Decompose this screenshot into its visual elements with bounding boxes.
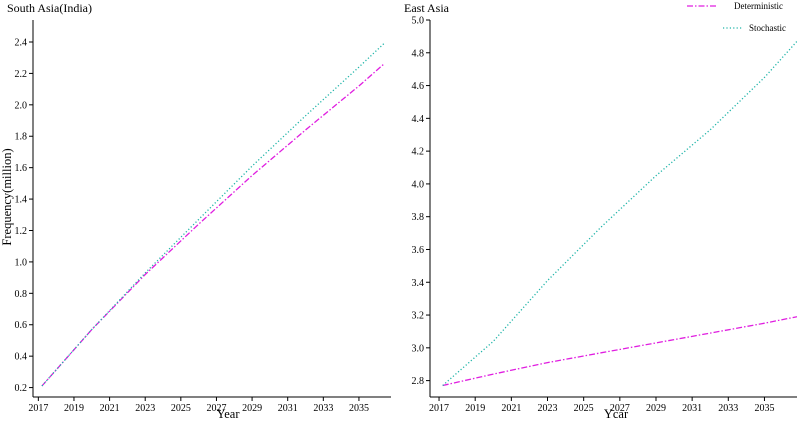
y-tick-label: 4.2 xyxy=(412,147,425,158)
y-tick-label: 4.8 xyxy=(412,48,425,59)
y-tick-label: 1.6 xyxy=(15,163,28,174)
y-tick-label: 3.4 xyxy=(412,278,425,289)
y-tick-label: 0.2 xyxy=(15,383,28,394)
y-tick-label: 3.0 xyxy=(412,343,425,354)
y-tick-label: 2.0 xyxy=(15,100,28,111)
axes xyxy=(429,20,797,398)
series-line-deterministic xyxy=(41,63,385,387)
axes xyxy=(32,20,391,398)
y-tick-label: 0.8 xyxy=(15,289,28,300)
y-tick-label: 4.4 xyxy=(412,114,425,125)
y-tick-label: 4.0 xyxy=(412,179,425,190)
y-tick-label: 1.0 xyxy=(15,257,28,268)
y-tick-label: 0.6 xyxy=(15,320,28,331)
x-tick-label: 2027 xyxy=(206,403,226,414)
x-tick-label: 2019 xyxy=(465,403,485,414)
y-tick-label: 1.4 xyxy=(15,195,28,206)
y-tick-label: 2.4 xyxy=(15,37,28,48)
y-axis-title: Frequency(million) xyxy=(0,148,14,245)
x-axis-title: Ycar xyxy=(604,407,629,421)
y-tick-label: 4.6 xyxy=(412,81,425,92)
y-tick-label: 3.6 xyxy=(412,245,425,256)
y-tick-label: 2.2 xyxy=(15,69,28,80)
legend-label: Stochastic xyxy=(749,23,786,33)
chart-title: South Asia(India) xyxy=(7,1,92,15)
x-tick-label: 2023 xyxy=(538,403,558,414)
x-tick-label: 2019 xyxy=(64,403,84,414)
x-tick-label: 2035 xyxy=(349,403,369,414)
x-tick-label: 2033 xyxy=(313,403,333,414)
x-tick-label: 2025 xyxy=(171,403,191,414)
x-tick-label: 2033 xyxy=(718,403,738,414)
y-tick-label: 3.8 xyxy=(412,212,425,223)
series-line-stochastic xyxy=(442,40,797,386)
x-tick-label: 2017 xyxy=(28,403,48,414)
legend-label: Deterministic xyxy=(734,1,783,11)
ticks: 2017 2019 2021 2023 2025 2027 2029 2031 2033 2035… xyxy=(412,16,775,415)
series xyxy=(41,43,385,387)
x-tick-label: 2035 xyxy=(754,403,774,414)
y-tick-label: 2.8 xyxy=(412,376,425,387)
x-tick-label: 2027 xyxy=(610,403,630,414)
chart-title: East Asia xyxy=(404,1,450,15)
series-line-stochastic xyxy=(41,43,385,387)
y-tick-label: 0.4 xyxy=(15,352,28,363)
x-tick-label: 2023 xyxy=(135,403,155,414)
y-tick-label: 1.8 xyxy=(15,132,28,143)
x-tick-label: 2025 xyxy=(574,403,594,414)
chart-panel-east-asia: East Asia 2017 2019 2021 2023 2025 2027 2029 20… xyxy=(404,1,797,421)
x-tick-label: 2021 xyxy=(100,403,120,414)
x-tick-label: 2031 xyxy=(278,403,298,414)
series xyxy=(442,40,797,387)
ticks: 2017 2019 2021 2023 2025 2027 2029 2031 2033 2035… xyxy=(15,37,369,414)
x-tick-label: 2021 xyxy=(501,403,521,414)
x-tick-label: 2029 xyxy=(242,403,262,414)
chart-panel-south-asia: South Asia(India) 2017 2019 2021 2023 2025 20… xyxy=(0,1,391,421)
x-tick-label: 2031 xyxy=(682,403,702,414)
x-tick-label: 2017 xyxy=(429,403,449,414)
x-axis-title: Year xyxy=(216,407,240,421)
series-line-deterministic xyxy=(442,316,797,387)
x-tick-label: 2029 xyxy=(646,403,666,414)
y-tick-label: 5.0 xyxy=(412,16,425,27)
legend: Deterministic Stochastic xyxy=(687,1,786,33)
y-tick-label: 3.2 xyxy=(412,311,425,322)
y-tick-label: 1.2 xyxy=(15,226,28,237)
